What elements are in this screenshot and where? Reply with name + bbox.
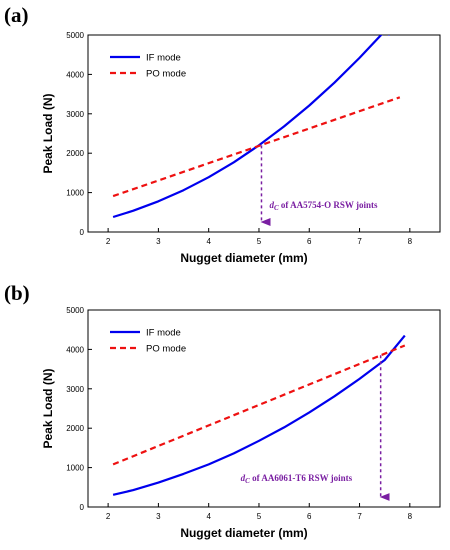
y-tick-label: 4000	[66, 70, 84, 79]
y-axis-title: Peak Load (N)	[41, 93, 55, 173]
y-tick-label: 3000	[66, 385, 84, 394]
legend-label: IF mode	[146, 328, 181, 339]
panel-label: (b)	[4, 281, 30, 305]
series-if-mode-line	[112, 334, 406, 496]
x-tick-label: 2	[106, 237, 111, 246]
x-tick-label: 4	[206, 512, 211, 521]
y-axis-title: Peak Load (N)	[41, 368, 55, 448]
legend-label: PO mode	[146, 344, 186, 355]
y-tick-label: 2000	[66, 424, 84, 433]
y-tick-label: 5000	[66, 306, 84, 315]
series-po-mode-line	[112, 96, 401, 198]
critical-diameter-label: dC of AA6061-T6 RSW joints	[241, 473, 353, 485]
legend-label: IF mode	[146, 53, 181, 64]
annot-d: d	[269, 200, 274, 210]
y-tick-label: 0	[80, 503, 85, 512]
critical-diameter-label: dC of AA5754-O RSW joints	[269, 200, 378, 212]
annot-rest: of AA6061-T6 RSW joints	[250, 473, 353, 483]
y-tick-label: 2000	[66, 149, 84, 158]
series-po-mode-line	[112, 344, 406, 466]
y-tick-label: 3000	[66, 110, 84, 119]
x-axis-title: Nugget diameter (mm)	[180, 251, 307, 265]
annot-sub: C	[245, 477, 250, 485]
chart-panel-a: (a) 2 3 4 5 6 7 8 0 1000 2000 3000 4000 5000 Nugget di…	[4, 3, 441, 265]
annot-d: d	[241, 473, 246, 483]
x-tick-label: 2	[106, 512, 111, 521]
legend-label: PO mode	[146, 69, 186, 80]
x-tick-label: 4	[206, 237, 211, 246]
y-tick-label: 1000	[66, 464, 84, 473]
x-tick-label: 8	[408, 512, 413, 521]
x-tick-label: 6	[307, 512, 312, 521]
annot-rest: of AA5754-O RSW joints	[279, 200, 378, 210]
y-tick-label: 0	[80, 228, 85, 237]
x-tick-label: 3	[156, 512, 161, 521]
x-tick-label: 8	[408, 237, 413, 246]
x-tick-label: 5	[257, 512, 262, 521]
y-tick-label: 1000	[66, 189, 84, 198]
chart-panel-b: (b) 2 3 4 5 6 7 8 0 1000 2000 3000 4000 5000 Nugget di…	[4, 281, 441, 540]
series-group	[112, 35, 401, 219]
x-tick-label: 3	[156, 237, 161, 246]
x-axis-title: Nugget diameter (mm)	[180, 526, 307, 540]
x-tick-label: 7	[357, 512, 362, 521]
plot-frame	[87, 309, 441, 508]
annot-sub: C	[274, 204, 279, 212]
x-tick-label: 6	[307, 237, 312, 246]
x-tick-label: 5	[257, 237, 262, 246]
series-group	[112, 334, 406, 496]
y-tick-label: 5000	[66, 31, 84, 40]
panel-label: (a)	[4, 3, 29, 27]
plot-frame	[87, 34, 441, 233]
y-tick-label: 4000	[66, 345, 84, 354]
x-tick-label: 7	[357, 237, 362, 246]
